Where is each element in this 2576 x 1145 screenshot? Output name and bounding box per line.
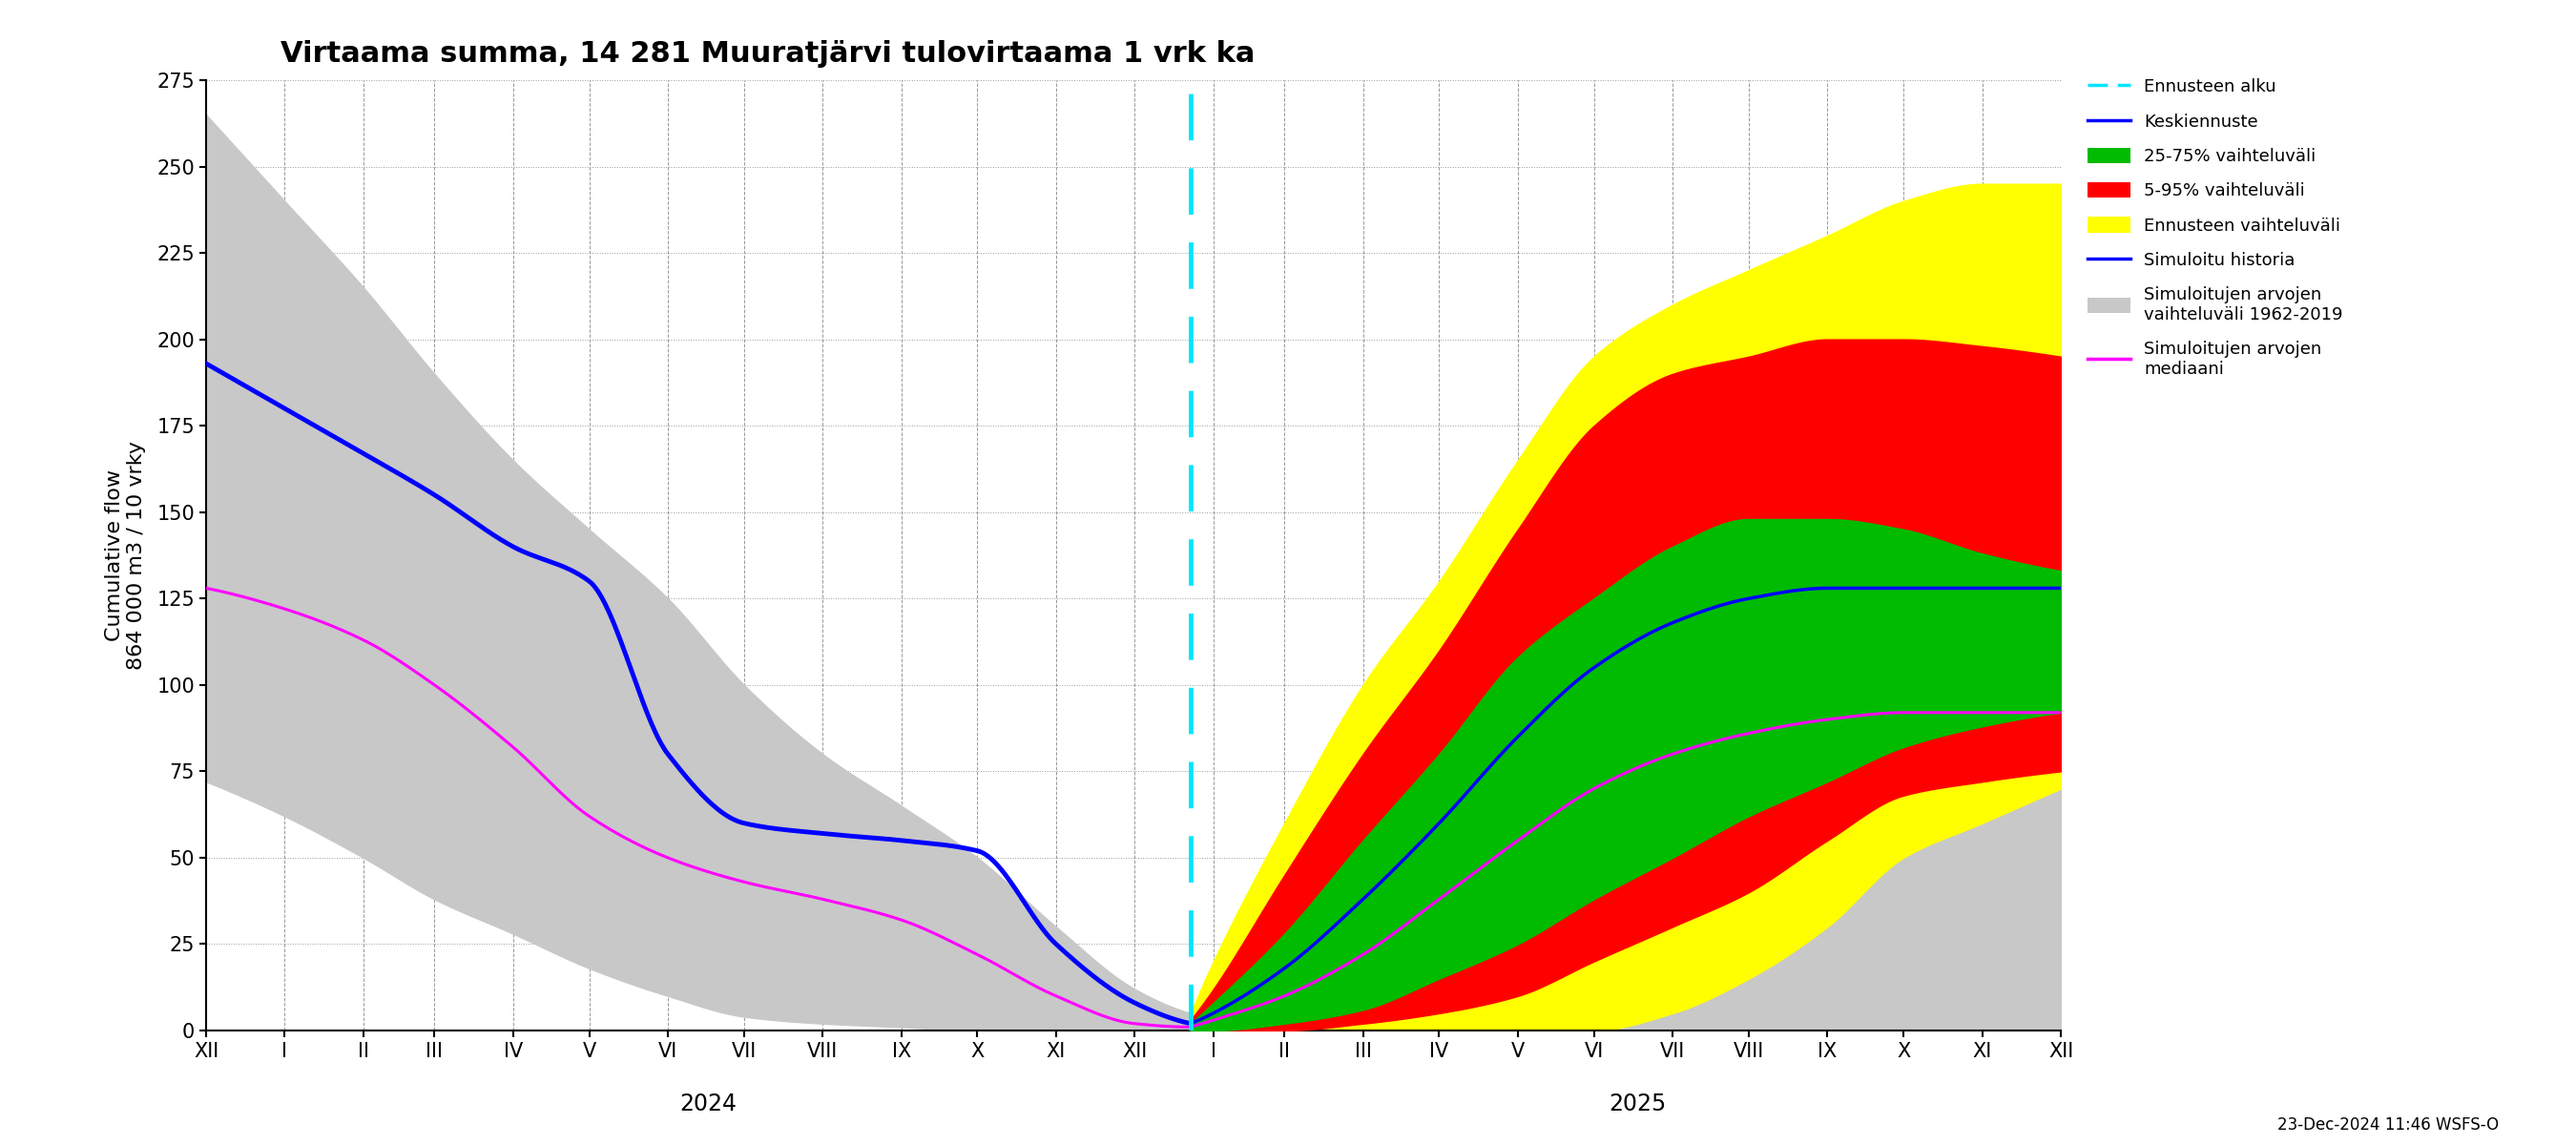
Legend: Ennusteen alku, Keskiennuste, 25-75% vaihteluväli, 5-95% vaihteluväli, Ennusteen: Ennusteen alku, Keskiennuste, 25-75% vai… — [2079, 70, 2352, 386]
Text: 23-Dec-2024 11:46 WSFS-O: 23-Dec-2024 11:46 WSFS-O — [2277, 1116, 2499, 1134]
Text: 2024: 2024 — [680, 1092, 737, 1115]
Y-axis label: Cumulative flow
864 000 m3 / 10 vrky: Cumulative flow 864 000 m3 / 10 vrky — [106, 441, 147, 670]
Text: 2025: 2025 — [1607, 1092, 1667, 1115]
Text: Virtaama summa, 14 281 Muuratjärvi tulovirtaama 1 vrk ka: Virtaama summa, 14 281 Muuratjärvi tulov… — [281, 40, 1255, 68]
